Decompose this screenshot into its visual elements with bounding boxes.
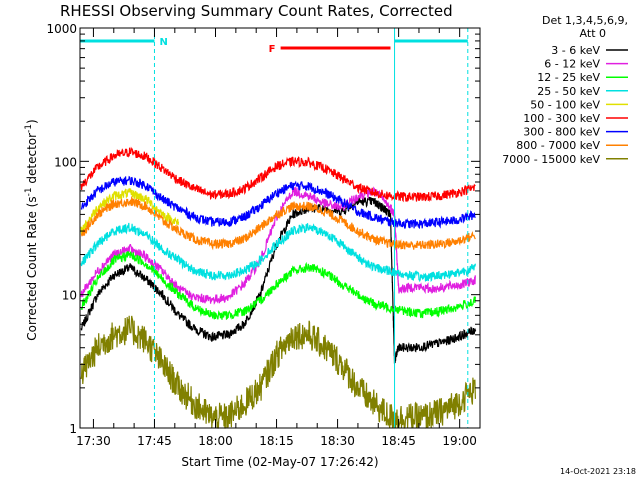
series-line-7: [80, 175, 476, 230]
legend-header-line2: Att 0: [580, 27, 606, 40]
series-line-3: [80, 251, 476, 320]
legend-entry-label: 25 - 50 keV: [537, 85, 600, 98]
series-line-8: [80, 195, 476, 251]
y-axis-label-sup2: -1: [24, 124, 34, 133]
legend-entry-label: 100 - 300 keV: [523, 112, 600, 125]
legend-entry-label: 300 - 800 keV: [523, 126, 600, 139]
x-tick-label: 17:45: [137, 434, 172, 448]
legend-entry-label: 3 - 6 keV: [551, 44, 600, 57]
series-line-2: [80, 186, 476, 305]
x-tick-label: 18:15: [259, 434, 294, 448]
x-axis-label: Start Time (02-May-07 17:26:42): [181, 455, 378, 469]
legend-entry-label: 50 - 100 keV: [530, 98, 600, 111]
y-axis-label-main: Corrected Count Rate (s: [25, 196, 39, 340]
y-axis-label-end: ): [25, 119, 39, 124]
y-axis-label-mid: detector: [25, 133, 39, 188]
series-line-4: [80, 222, 476, 283]
y-tick-label: 100: [54, 155, 77, 169]
legend-entry-label: 7000 - 15000 keV: [502, 153, 600, 166]
plot-frame: [79, 27, 481, 429]
y-tick-label: 1: [69, 422, 77, 436]
series-line-6: [80, 146, 476, 203]
series-line-9: [80, 315, 476, 429]
y-tick-label: 10: [62, 289, 77, 303]
x-tick-label: 17:30: [76, 434, 111, 448]
y-axis-label-sup1: -1: [24, 187, 34, 196]
legend-entry-label: 12 - 25 keV: [537, 71, 600, 84]
series-line-5: [80, 188, 180, 235]
x-tick-label: 19:00: [442, 434, 477, 448]
legend-entry-label: 6 - 12 keV: [544, 58, 600, 71]
axes: 1 10 100 1000 17:30 17:45 18:00 18:15 18:30 18:45…: [46, 22, 481, 448]
legend-header-line1: Det 1,3,4,5,6,9,: [542, 14, 628, 27]
legend-entry-label: 800 - 7000 keV: [516, 139, 600, 152]
y-axis-label: Corrected Count Rate (s-1 detector-1): [24, 119, 39, 340]
x-tick-label: 18:00: [198, 434, 233, 448]
x-tick-label: 18:45: [381, 434, 416, 448]
footer-date: 14-Oct-2021 23:18: [560, 467, 636, 476]
chart-title: RHESSI Observing Summary Count Rates, Co…: [60, 2, 453, 20]
x-tick-label: 18:30: [320, 434, 355, 448]
y-tick-label: 1000: [46, 22, 77, 36]
night-flag-label: N: [159, 37, 167, 48]
flare-flag-label: F: [269, 44, 276, 55]
